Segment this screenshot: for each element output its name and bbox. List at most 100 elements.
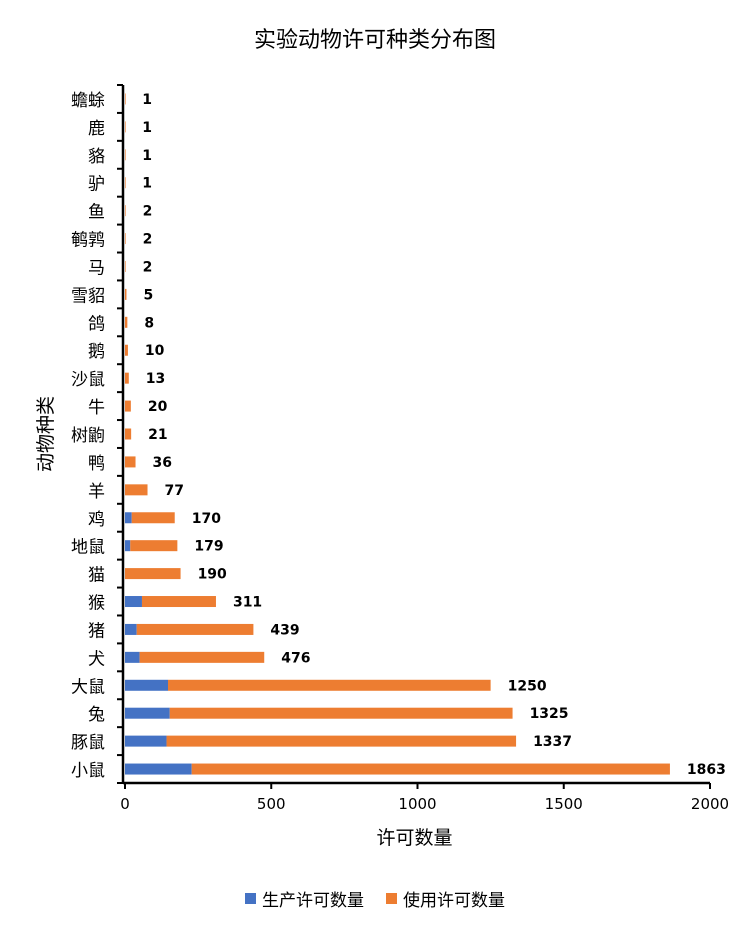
data-label: 1325 [530, 706, 569, 722]
category-label: 猪 [88, 621, 105, 641]
y-axis-title: 动物种类 [35, 396, 57, 472]
category-label: 大鼠 [71, 677, 105, 697]
data-label: 1250 [508, 678, 547, 694]
data-label: 190 [198, 567, 227, 583]
data-label: 2 [143, 204, 153, 220]
bar-usage [130, 540, 178, 552]
data-label: 13 [146, 371, 165, 387]
bar-production [125, 679, 168, 691]
category-label: 蟾蜍 [71, 91, 105, 111]
bar-usage [125, 372, 129, 384]
bar-usage [125, 428, 132, 440]
bar-usage [125, 121, 126, 133]
data-label: 10 [145, 343, 165, 359]
x-tick-label: 2000 [691, 795, 729, 813]
bar-usage [166, 735, 517, 747]
bar-production [125, 735, 167, 747]
data-label: 1 [142, 148, 152, 164]
data-label: 1 [142, 92, 152, 108]
data-label: 1 [142, 120, 152, 136]
bar-usage [169, 707, 513, 719]
x-tick-label: 0 [120, 795, 130, 813]
category-label: 羊 [88, 482, 105, 502]
category-label: 驴 [88, 175, 105, 195]
bar-usage [131, 512, 175, 524]
bar-production [125, 512, 132, 524]
category-label: 兔 [88, 705, 105, 725]
category-label: 沙鼠 [71, 370, 105, 390]
category-label: 牛 [88, 398, 105, 418]
data-label: 179 [194, 539, 223, 555]
chart-title: 实验动物许可种类分布图 [253, 28, 496, 53]
data-label: 1863 [687, 762, 726, 778]
category-label: 豚鼠 [71, 733, 105, 753]
data-label: 2 [143, 232, 153, 248]
category-label: 鹌鹑 [71, 231, 105, 251]
category-label: 雪貂 [71, 286, 105, 306]
category-label: 小鼠 [71, 761, 105, 781]
x-tick-label: 500 [257, 795, 286, 813]
bar-usage [191, 763, 670, 775]
category-label: 鹿 [88, 119, 105, 139]
bar-usage [125, 568, 181, 580]
category-label: 犬 [88, 649, 105, 669]
data-label: 8 [144, 315, 154, 331]
bar-usage [125, 93, 126, 105]
data-label: 2 [143, 259, 153, 275]
bar-usage [141, 596, 216, 608]
bar-usage [136, 623, 254, 635]
bar-production [125, 707, 170, 719]
bar-usage [125, 233, 126, 245]
bar-production [125, 763, 192, 775]
bar-usage [125, 316, 128, 328]
category-label: 猫 [88, 566, 105, 586]
bar-usage [125, 456, 136, 468]
bar-production [125, 623, 137, 635]
x-tick-label: 1500 [545, 795, 583, 813]
bar-usage [125, 205, 126, 217]
bar-usage [125, 177, 126, 189]
legend-swatch-production [245, 893, 256, 904]
legend-label-usage: 使用许可数量 [403, 891, 505, 911]
bar-usage [125, 400, 131, 412]
legend: 生产许可数量 使用许可数量 [0, 886, 750, 911]
legend-item-usage[interactable]: 使用许可数量 [386, 886, 505, 911]
data-label: 21 [148, 427, 167, 443]
category-label: 鸡 [88, 510, 105, 530]
legend-swatch-usage [386, 893, 397, 904]
legend-label-production: 生产许可数量 [262, 891, 364, 911]
bar-usage [125, 260, 126, 272]
data-label: 1 [142, 176, 152, 192]
data-label: 170 [192, 511, 221, 527]
category-label: 鹅 [88, 342, 105, 362]
legend-item-production[interactable]: 生产许可数量 [245, 886, 364, 911]
data-label: 20 [148, 399, 168, 415]
bar-usage [125, 149, 126, 161]
bar-usage [125, 484, 148, 496]
data-label: 5 [143, 287, 153, 303]
category-label: 貉 [88, 147, 105, 167]
category-label: 鸭 [88, 454, 105, 474]
bar-production [125, 651, 140, 663]
bar-usage [125, 344, 128, 356]
bar-production [125, 540, 131, 552]
data-label: 439 [270, 622, 299, 638]
category-label: 猴 [88, 594, 105, 614]
bar-usage [139, 651, 265, 663]
category-label: 鸽 [88, 314, 105, 334]
category-label: 鱼 [88, 203, 105, 223]
x-axis-title: 许可数量 [376, 827, 452, 849]
bar-usage [167, 679, 491, 691]
category-label: 地鼠 [71, 538, 105, 558]
data-label: 1337 [533, 734, 572, 750]
data-label: 476 [281, 650, 310, 666]
data-label: 311 [233, 595, 262, 611]
bar-usage [125, 288, 127, 300]
category-label: 马 [88, 258, 105, 278]
bar-production [125, 596, 142, 608]
data-label: 36 [153, 455, 172, 471]
x-tick-label: 1000 [398, 795, 436, 813]
data-label: 77 [165, 483, 184, 499]
category-label: 树鼩 [71, 426, 105, 446]
